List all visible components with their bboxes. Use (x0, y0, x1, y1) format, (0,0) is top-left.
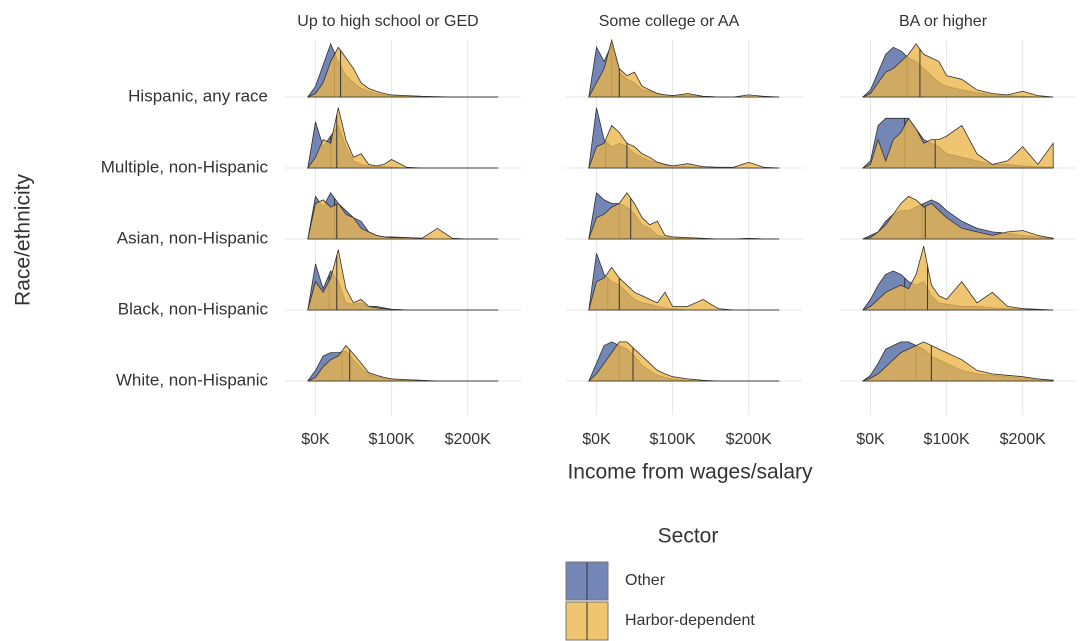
x-tick-label: $0K (856, 431, 885, 448)
y-tick-label: White, non-Hispanic (116, 370, 269, 389)
x-tick-label: $0K (301, 431, 330, 448)
x-tick-label: $100K (923, 431, 970, 448)
facet-title: Some college or AA (599, 13, 740, 30)
legend-label: Harbor-dependent (625, 612, 755, 629)
density-ridge (307, 199, 499, 240)
facet-title: BA or higher (899, 13, 988, 30)
y-tick-label: Hispanic, any race (128, 86, 268, 105)
density-ridge (862, 43, 1054, 98)
x-tick-label: $0K (582, 431, 611, 448)
density-ridge (307, 107, 499, 169)
y-axis-title: Race/ethnicity (12, 174, 35, 306)
density-ridge (862, 195, 1054, 240)
density-ridge (862, 341, 1054, 382)
facet-title: Up to high school or GED (297, 13, 478, 30)
x-tick-label: $200K (726, 431, 773, 448)
density-ridge (307, 344, 499, 382)
density-ridge (588, 124, 780, 169)
density-ridge (307, 46, 499, 98)
x-axis-title: Income from wages/salary (567, 461, 813, 484)
density-ridge (588, 38, 780, 98)
legend-title: Sector (658, 525, 719, 548)
density-ridge (588, 266, 780, 311)
y-tick-label: Black, non-Hispanic (118, 299, 269, 318)
y-tick-label: Multiple, non-Hispanic (101, 157, 269, 176)
density-ridge (862, 245, 1054, 311)
density-ridge (862, 117, 1054, 169)
density-ridge (587, 341, 780, 382)
x-tick-label: $200K (1000, 431, 1047, 448)
legend-label: Other (625, 572, 666, 589)
density-ridge (307, 249, 499, 311)
density-ridge (588, 192, 780, 240)
y-tick-label: Asian, non-Hispanic (117, 228, 269, 247)
x-tick-label: $100K (368, 431, 415, 448)
x-tick-label: $200K (445, 431, 492, 448)
x-tick-label: $100K (649, 431, 696, 448)
